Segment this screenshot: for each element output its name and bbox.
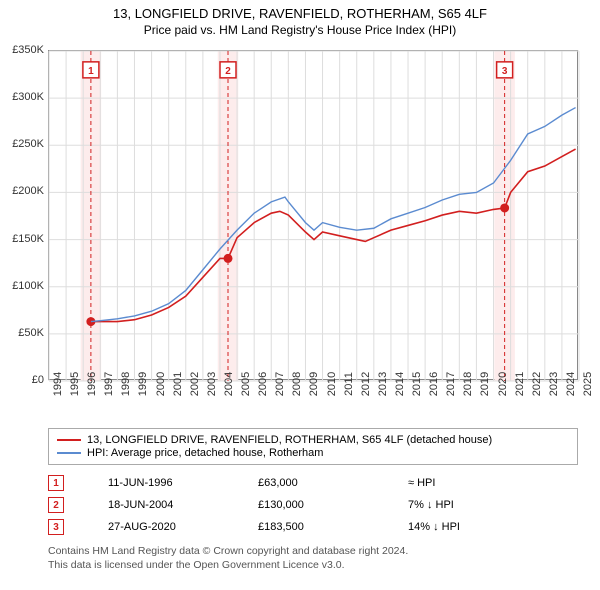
x-tick-label: 2000 (155, 372, 167, 396)
x-tick-label: 2020 (497, 372, 509, 396)
x-tick-label: 2004 (223, 372, 235, 396)
y-tick-label: £50K (0, 327, 44, 339)
sale-badge: 3 (48, 519, 64, 535)
x-tick-label: 2021 (514, 372, 526, 396)
chart-container: 13, LONGFIELD DRIVE, RAVENFIELD, ROTHERH… (0, 0, 600, 590)
marker-badge-label: 1 (88, 66, 94, 77)
x-tick-label: 2016 (428, 372, 440, 396)
legend-row: HPI: Average price, detached house, Roth… (57, 447, 569, 459)
title-sub: Price paid vs. HM Land Registry's House … (0, 23, 600, 37)
sale-table: 1 11-JUN-1996£63,000≈ HPI 2 18-JUN-2004£130… (48, 472, 578, 538)
x-tick-label: 1995 (69, 372, 81, 396)
x-tick-label: 2019 (479, 372, 491, 396)
footer-line-2: This data is licensed under the Open Gov… (48, 558, 408, 572)
sale-row: 2 18-JUN-2004£130,0007% ↓ HPI (48, 494, 578, 516)
legend-box: 13, LONGFIELD DRIVE, RAVENFIELD, ROTHERH… (48, 428, 578, 465)
y-tick-label: £300K (0, 91, 44, 103)
legend-label: 13, LONGFIELD DRIVE, RAVENFIELD, ROTHERH… (87, 434, 492, 446)
x-tick-label: 2008 (291, 372, 303, 396)
x-tick-label: 2024 (565, 372, 577, 396)
x-tick-label: 2011 (343, 372, 355, 396)
title-main: 13, LONGFIELD DRIVE, RAVENFIELD, ROTHERH… (0, 6, 600, 21)
titles: 13, LONGFIELD DRIVE, RAVENFIELD, ROTHERH… (0, 0, 600, 37)
y-tick-label: £100K (0, 280, 44, 292)
legend-label: HPI: Average price, detached house, Roth… (87, 447, 323, 459)
sale-row: 3 27-AUG-2020£183,50014% ↓ HPI (48, 516, 578, 538)
x-tick-label: 2025 (582, 372, 594, 396)
y-tick-label: £250K (0, 138, 44, 150)
x-tick-label: 2017 (445, 372, 457, 396)
x-tick-label: 1997 (103, 372, 115, 396)
y-tick-label: £150K (0, 233, 44, 245)
x-tick-label: 2005 (240, 372, 252, 396)
x-tick-label: 2006 (257, 372, 269, 396)
marker-badge-label: 2 (225, 66, 231, 77)
sale-badge: 1 (48, 475, 64, 491)
y-tick-label: £0 (0, 374, 44, 386)
x-tick-label: 2015 (411, 372, 423, 396)
sale-relation: ≈ HPI (408, 477, 558, 489)
sale-relation: 14% ↓ HPI (408, 521, 558, 533)
x-tick-label: 1996 (86, 372, 98, 396)
x-tick-label: 1998 (120, 372, 132, 396)
sale-price: £63,000 (258, 477, 408, 489)
x-tick-label: 2014 (394, 372, 406, 396)
legend-swatch (57, 439, 81, 441)
sale-price: £130,000 (258, 499, 408, 511)
legend-row: 13, LONGFIELD DRIVE, RAVENFIELD, ROTHERH… (57, 434, 569, 446)
sale-badge: 2 (48, 497, 64, 513)
x-tick-label: 2001 (172, 372, 184, 396)
legend-swatch (57, 452, 81, 454)
marker-badge-label: 3 (502, 66, 508, 77)
x-tick-label: 2010 (326, 372, 338, 396)
y-tick-label: £350K (0, 44, 44, 56)
chart-area: 1 2 3 (48, 50, 578, 380)
x-tick-label: 1994 (52, 372, 64, 396)
sale-price: £183,500 (258, 521, 408, 533)
sale-date: 11-JUN-1996 (108, 477, 258, 489)
x-tick-label: 2003 (206, 372, 218, 396)
x-tick-label: 2007 (274, 372, 286, 396)
x-tick-label: 1999 (137, 372, 149, 396)
x-tick-label: 2002 (189, 372, 201, 396)
x-tick-label: 2012 (360, 372, 372, 396)
y-tick-label: £200K (0, 185, 44, 197)
sale-relation: 7% ↓ HPI (408, 499, 558, 511)
x-tick-label: 2023 (548, 372, 560, 396)
x-tick-label: 2013 (377, 372, 389, 396)
x-tick-label: 2018 (462, 372, 474, 396)
sale-date: 18-JUN-2004 (108, 499, 258, 511)
x-tick-label: 2022 (531, 372, 543, 396)
footer: Contains HM Land Registry data © Crown c… (48, 544, 408, 572)
sale-date: 27-AUG-2020 (108, 521, 258, 533)
x-tick-label: 2009 (308, 372, 320, 396)
chart-svg: 1 2 3 (49, 51, 579, 381)
sale-row: 1 11-JUN-1996£63,000≈ HPI (48, 472, 578, 494)
footer-line-1: Contains HM Land Registry data © Crown c… (48, 544, 408, 558)
